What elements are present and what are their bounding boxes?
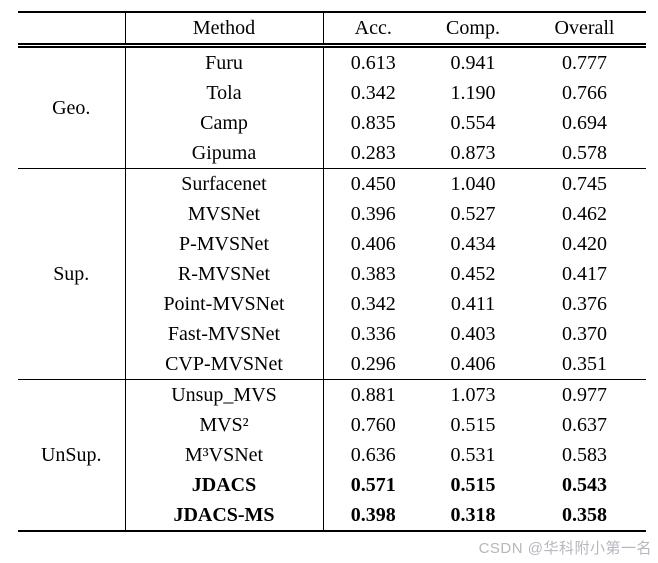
table-row: Sup. Surfacenet 0.450 1.040 0.745 (18, 168, 646, 380)
table-row: JDACS-MS 0.398 0.318 0.358 (18, 500, 646, 531)
acc-cell: 0.398 (350, 504, 396, 526)
table-row: Geo. Furu 0.613 0.941 0.777 (18, 45, 646, 169)
table-row: Gipuma 0.283 0.873 0.578 (18, 138, 646, 169)
table-row: P-MVSNet 0.406 0.434 0.420 (18, 229, 646, 259)
method-cell: JDACS (125, 470, 324, 500)
comp-cell: 1.040 (450, 173, 496, 195)
table-row: Camp 0.835 0.554 0.694 (18, 108, 646, 138)
acc-cell: 0.835 (350, 112, 396, 134)
overall-cell: 0.583 (562, 444, 607, 466)
overall-cell: 0.351 (562, 353, 607, 375)
comp-cell: 0.873 (450, 142, 496, 164)
overall-cell: 0.358 (562, 504, 607, 526)
overall-cell: 0.420 (562, 233, 607, 255)
overall-cell: 0.578 (562, 142, 607, 164)
method-cell: MVSNet (125, 199, 324, 229)
results-table-container: Method Acc. Comp. Overall Geo. Furu 0.61… (18, 11, 646, 532)
overall-cell: 0.462 (562, 203, 607, 225)
method-cell: Gipuma (125, 138, 324, 169)
header-row: Method Acc. Comp. Overall (18, 12, 646, 46)
comp-cell: 0.318 (450, 504, 496, 526)
comp-cell: 0.406 (450, 353, 496, 375)
method-cell: Surfacenet (125, 168, 324, 199)
table-row: JDACS 0.571 0.515 0.543 (18, 470, 646, 500)
table-row: Tola 0.342 1.190 0.766 (18, 78, 646, 108)
comp-cell: 0.531 (450, 444, 496, 466)
table-row: MVSNet 0.396 0.527 0.462 (18, 199, 646, 229)
method-cell: Fast-MVSNet (125, 319, 324, 349)
comp-cell: 0.403 (450, 323, 496, 345)
comp-cell: 0.527 (450, 203, 496, 225)
acc-cell: 0.571 (350, 474, 396, 496)
method-cell: Point-MVSNet (125, 289, 324, 319)
acc-cell: 0.406 (350, 233, 396, 255)
comp-cell: 0.941 (450, 52, 496, 74)
comp-cell: 0.515 (450, 474, 496, 496)
comp-cell: 1.073 (450, 384, 496, 406)
table-row: Fast-MVSNet 0.336 0.403 0.370 (18, 319, 646, 349)
group-cell: UnSup. (18, 379, 126, 531)
method-cell: M³VSNet (125, 440, 324, 470)
acc-cell: 0.296 (350, 353, 396, 375)
section-geo: Geo. Furu 0.613 0.941 0.777 Tola 0.342 1… (18, 45, 646, 169)
comp-cell: 0.434 (450, 233, 496, 255)
overall-cell: 0.766 (562, 82, 607, 104)
overall-cell: 0.417 (562, 263, 607, 285)
table-row: Point-MVSNet 0.342 0.411 0.376 (18, 289, 646, 319)
csdn-watermark: CSDN @华科附小第一名 (478, 540, 652, 557)
acc-cell: 0.342 (350, 293, 396, 315)
acc-cell: 0.636 (350, 444, 396, 466)
comp-cell: 0.452 (450, 263, 496, 285)
table-header: Method Acc. Comp. Overall (18, 12, 646, 46)
method-cell: R-MVSNet (125, 259, 324, 289)
overall-cell: 0.370 (562, 323, 607, 345)
method-cell: Tola (125, 78, 324, 108)
overall-cell: 0.745 (562, 173, 607, 195)
header-overall: Overall (554, 17, 615, 39)
method-cell: Unsup_MVS (125, 379, 324, 410)
overall-cell: 0.694 (562, 112, 607, 134)
acc-cell: 0.383 (350, 263, 396, 285)
method-cell: Furu (125, 45, 324, 78)
method-cell: CVP-MVSNet (125, 349, 324, 380)
header-acc: Acc. (354, 17, 392, 39)
acc-cell: 0.283 (350, 142, 396, 164)
acc-cell: 0.336 (350, 323, 396, 345)
table-row: M³VSNet 0.636 0.531 0.583 (18, 440, 646, 470)
overall-cell: 0.777 (562, 52, 607, 74)
acc-cell: 0.760 (350, 414, 396, 436)
comp-cell: 0.411 (450, 293, 496, 315)
method-cell: MVS² (125, 410, 324, 440)
acc-cell: 0.881 (350, 384, 396, 406)
header-comp: Comp. (446, 17, 500, 39)
table-row: MVS² 0.760 0.515 0.637 (18, 410, 646, 440)
group-cell: Sup. (18, 168, 126, 380)
table-row: R-MVSNet 0.383 0.452 0.417 (18, 259, 646, 289)
overall-cell: 0.637 (562, 414, 607, 436)
overall-cell: 0.977 (562, 384, 607, 406)
results-table: Method Acc. Comp. Overall Geo. Furu 0.61… (18, 11, 646, 532)
group-cell: Geo. (18, 45, 126, 169)
comp-cell: 1.190 (450, 82, 496, 104)
section-unsup: UnSup. Unsup_MVS 0.881 1.073 0.977 MVS² … (18, 379, 646, 531)
header-group (18, 12, 126, 46)
comp-cell: 0.554 (450, 112, 496, 134)
method-cell: P-MVSNet (125, 229, 324, 259)
acc-cell: 0.396 (350, 203, 396, 225)
acc-cell: 0.342 (350, 82, 396, 104)
method-cell: JDACS-MS (125, 500, 324, 531)
header-method: Method (125, 12, 324, 46)
table-row: UnSup. Unsup_MVS 0.881 1.073 0.977 (18, 379, 646, 531)
overall-cell: 0.376 (562, 293, 607, 315)
acc-cell: 0.613 (350, 52, 396, 74)
table-row: CVP-MVSNet 0.296 0.406 0.351 (18, 349, 646, 380)
overall-cell: 0.543 (562, 474, 607, 496)
comp-cell: 0.515 (450, 414, 496, 436)
method-cell: Camp (125, 108, 324, 138)
acc-cell: 0.450 (350, 173, 396, 195)
section-sup: Sup. Surfacenet 0.450 1.040 0.745 MVSNet… (18, 168, 646, 380)
